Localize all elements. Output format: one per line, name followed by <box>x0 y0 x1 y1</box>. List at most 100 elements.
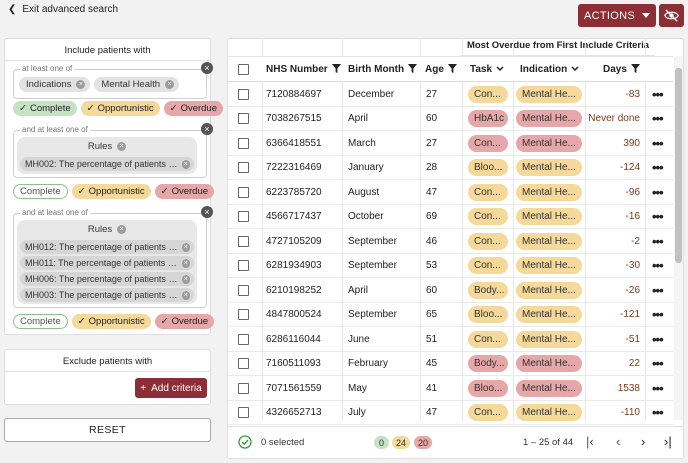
table-row[interactable]: 7071561559 May 41 Bloo... Mental He... 1538 ••… <box>228 376 673 401</box>
chip-indications[interactable]: Indications × <box>19 77 91 92</box>
chip-remove-icon[interactable]: × <box>117 141 127 151</box>
add-criteria-button[interactable]: + Add criteria <box>135 378 207 398</box>
indication-pill[interactable]: Mental He... <box>516 232 582 250</box>
filter-icon[interactable] <box>331 63 341 76</box>
task-pill[interactable]: Bloo... <box>468 159 508 176</box>
row-checkbox[interactable] <box>238 205 249 229</box>
row-menu-icon[interactable]: ••• <box>652 160 664 175</box>
actions-button[interactable]: ACTIONS <box>578 4 656 27</box>
chip-remove-icon[interactable]: × <box>181 242 190 252</box>
next-page-icon[interactable]: › <box>641 434 646 449</box>
close-icon[interactable]: × <box>201 62 213 74</box>
exit-advanced-search-link[interactable]: ❮ Exit advanced search <box>8 4 118 15</box>
table-row[interactable]: 6281934903 September 53 Con... Mental He... -… <box>228 254 673 278</box>
task-pill[interactable]: Con... <box>468 257 508 274</box>
status-opportunistic-toggle[interactable]: ✓ Opportunistic <box>71 184 151 199</box>
task-pill[interactable]: Bloo... <box>468 379 508 397</box>
row-menu-icon[interactable]: ••• <box>652 282 664 298</box>
rule-chip[interactable]: MH006: The percentage of patients with… × <box>20 272 194 286</box>
status-complete-toggle[interactable]: Complete <box>13 314 68 329</box>
row-checkbox[interactable] <box>238 254 249 278</box>
row-checkbox[interactable] <box>238 278 249 302</box>
chip-remove-icon[interactable]: × <box>181 290 190 300</box>
table-row[interactable]: 6210198252 April 60 Body... Mental He... -26 •… <box>228 278 673 303</box>
hide-panel-button[interactable] <box>659 4 684 27</box>
col-age[interactable]: Age <box>425 57 457 82</box>
status-opportunistic-toggle[interactable]: ✓ Opportunistic <box>71 314 151 329</box>
chevron-down-icon[interactable] <box>496 64 504 75</box>
col-indication[interactable]: Indication <box>520 57 579 82</box>
first-page-icon[interactable]: |‹ <box>586 434 594 449</box>
indication-pill[interactable]: Mental He... <box>516 134 582 152</box>
select-all-checkbox[interactable] <box>238 57 249 82</box>
indication-pill[interactable]: Mental He... <box>516 330 582 348</box>
last-page-icon[interactable]: ›| <box>664 434 672 449</box>
row-menu-icon[interactable]: ••• <box>652 380 664 396</box>
indication-pill[interactable]: Mental He... <box>516 379 582 397</box>
indication-pill[interactable]: Mental He... <box>516 159 582 176</box>
indication-pill[interactable]: Mental He... <box>516 355 582 372</box>
rule-chip[interactable]: MH002: The percentage of patients with… × <box>20 157 194 171</box>
filter-icon[interactable] <box>447 63 457 76</box>
indication-pill[interactable]: Mental He... <box>516 306 582 323</box>
row-checkbox[interactable] <box>238 156 249 180</box>
task-pill[interactable]: Bloo... <box>468 306 508 323</box>
col-birth-month[interactable]: Birth Month <box>348 57 418 82</box>
table-row[interactable]: 4847800524 September 65 Bloo... Mental He...… <box>228 303 673 327</box>
task-pill[interactable]: Body... <box>468 281 508 299</box>
task-pill[interactable]: Con... <box>468 232 508 250</box>
row-menu-icon[interactable]: ••• <box>652 135 664 151</box>
table-row[interactable]: 4326652713 July 47 Con... Mental He... -110 ••… <box>228 401 673 425</box>
previous-page-icon[interactable]: ‹ <box>616 434 621 449</box>
row-checkbox[interactable] <box>238 229 249 253</box>
table-row[interactable]: 7120884697 December 27 Con... Mental He... -8… <box>228 82 673 107</box>
row-checkbox[interactable] <box>238 131 249 155</box>
row-menu-icon[interactable]: ••• <box>652 331 664 347</box>
row-menu-icon[interactable]: ••• <box>652 86 664 102</box>
indication-pill[interactable]: Mental He... <box>516 404 582 421</box>
indication-pill[interactable]: Mental He... <box>516 208 582 225</box>
row-menu-icon[interactable]: ••• <box>652 307 664 322</box>
reset-button[interactable]: RESET <box>4 418 211 442</box>
row-menu-icon[interactable]: ••• <box>652 233 664 249</box>
task-pill[interactable]: Con... <box>468 330 508 348</box>
filter-icon[interactable] <box>408 63 418 76</box>
col-days[interactable]: Days <box>603 57 640 82</box>
chip-remove-icon[interactable]: × <box>181 258 190 268</box>
rule-chip[interactable]: MH003: The percentage of patients with… × <box>20 288 194 302</box>
row-checkbox[interactable] <box>238 327 249 351</box>
chip-remove-icon[interactable]: × <box>76 80 86 89</box>
table-row[interactable]: 7160511093 February 45 Body... Mental He... 2… <box>228 352 673 376</box>
status-overdue-toggle[interactable]: ✓ Overdue <box>154 184 215 199</box>
chip-mental-health[interactable]: Mental Health × <box>94 77 180 92</box>
close-icon[interactable]: × <box>201 206 213 218</box>
row-checkbox[interactable] <box>238 180 249 204</box>
indication-pill[interactable]: Mental He... <box>516 257 582 274</box>
table-row[interactable]: 7222316469 January 28 Bloo... Mental He... -1… <box>228 156 673 180</box>
check-circle-icon[interactable] <box>238 435 252 452</box>
row-menu-icon[interactable]: ••• <box>652 258 664 273</box>
scroll-thumb[interactable] <box>675 68 682 263</box>
close-icon[interactable]: × <box>201 123 213 135</box>
rule-chip[interactable]: MH012: The percentage of patients with… × <box>20 240 194 254</box>
table-row[interactable]: 4727105209 September 46 Con... Mental He... -… <box>228 229 673 254</box>
status-opportunistic-toggle[interactable]: ✓ Opportunistic <box>80 101 160 116</box>
indication-pill[interactable]: Mental He... <box>516 85 582 103</box>
col-task[interactable]: Task <box>470 57 504 82</box>
task-pill[interactable]: Con... <box>468 208 508 225</box>
chevron-down-icon[interactable] <box>571 64 579 75</box>
row-menu-icon[interactable]: ••• <box>652 405 664 420</box>
row-menu-icon[interactable]: ••• <box>652 184 664 200</box>
chip-remove-icon[interactable]: × <box>117 224 127 234</box>
status-overdue-toggle[interactable]: ✓ Overdue <box>154 314 215 329</box>
table-row[interactable]: 4566717437 October 69 Con... Mental He... -16… <box>228 205 673 229</box>
indication-pill[interactable]: Mental He... <box>516 281 582 299</box>
task-pill[interactable]: Con... <box>468 183 508 201</box>
task-pill[interactable]: Body... <box>468 355 508 372</box>
filter-icon[interactable] <box>630 63 640 76</box>
task-pill[interactable]: HbA1c <box>468 110 508 127</box>
rule-chip[interactable]: MH011: The percentage of patients with… × <box>20 256 194 270</box>
table-row[interactable]: 6223785720 August 47 Con... Mental He... -96 •… <box>228 180 673 205</box>
task-pill[interactable]: Con... <box>468 404 508 421</box>
row-menu-icon[interactable]: ••• <box>652 111 664 126</box>
